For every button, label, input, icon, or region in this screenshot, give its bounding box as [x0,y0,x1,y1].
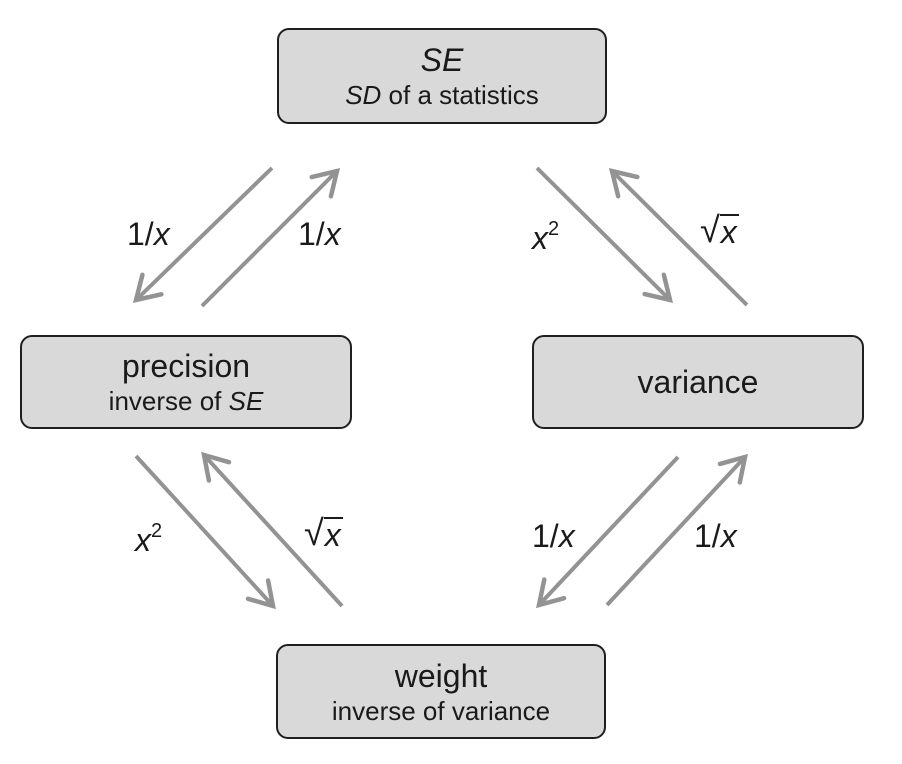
node-precision: precision inverse of SE [20,335,352,429]
node-se-subtitle: SD of a statistics [345,79,539,111]
node-variance: variance [532,335,864,429]
node-precision-subtitle: inverse of SE [109,385,264,417]
node-se-subtitle-em: SD [345,80,381,110]
label-variance-to-weight: 1/x [532,518,575,554]
node-se-subtitle-rest: of a statistics [381,80,539,110]
label-weight-to-variance: 1/x [694,518,737,554]
label-weight-to-precision: √ x [304,515,343,552]
label-precision-to-se: 1/x [298,216,341,252]
label-precision-to-weight: x2 [135,522,162,558]
node-weight: weight inverse of variance [276,644,606,739]
node-precision-subtitle-em: SE [229,386,264,416]
node-weight-title: weight [395,657,488,695]
label-se-to-variance: x2 [532,220,559,256]
label-se-to-precision: 1/x [127,216,170,252]
label-variance-to-se: √ x [700,212,739,249]
node-precision-subtitle-rest: inverse of [109,386,229,416]
node-variance-title: variance [638,363,759,401]
node-se: SE SD of a statistics [277,28,607,124]
node-se-title: SE [421,41,464,79]
node-precision-title: precision [122,347,250,385]
node-weight-subtitle: inverse of variance [332,695,550,727]
